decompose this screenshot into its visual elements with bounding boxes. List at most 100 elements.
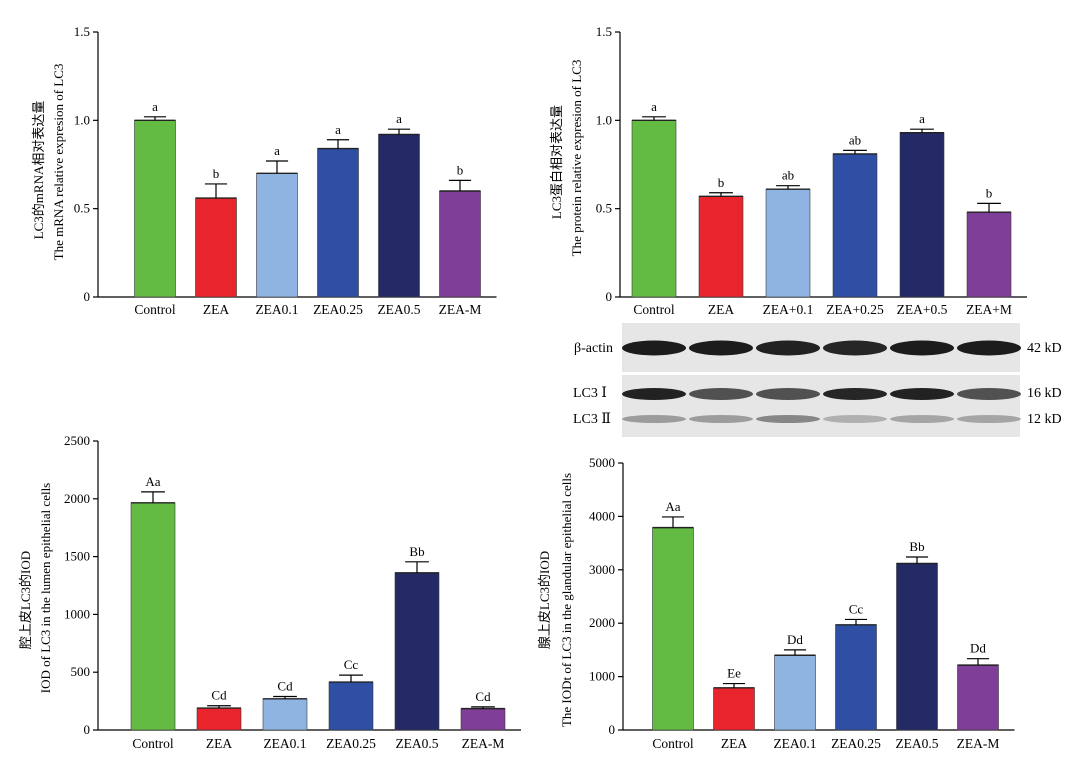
band-lc3-ii [890,415,954,423]
bar [713,687,755,731]
significance-label: Dd [970,641,986,656]
blot-label-actin: β-actin [574,341,613,356]
bar [134,120,176,298]
y-tick-label: 1.5 [596,24,612,39]
bar [652,527,694,731]
significance-label: b [213,166,220,181]
panel-mrna-ylabel-cn: LC3的mRNA相对表达量 [31,101,46,240]
panel-lumen-marks: Aa Control Cd ZEA Cd ZEA0.1 Cc ZEA0.25 Bb ZEA0.5 C… [130,474,506,751]
significance-label: ab [849,132,861,147]
x-category-label: ZEA-M [957,736,1000,751]
significance-label: Cd [211,688,227,703]
significance-label: a [335,122,341,137]
chart-panel-protein: 0 0.5 1.0 1.5 LC3蛋白相对表达量 The protein relati… [549,24,1027,317]
band-lc3-ii [957,415,1021,423]
significance-label: b [718,175,725,190]
significance-label: Cc [344,657,359,672]
bar [439,190,481,298]
significance-label: a [919,111,925,126]
y-tick-label: 4000 [589,508,615,523]
bar [196,707,242,731]
band-lc3-ii [823,415,887,423]
x-category-label: Control [134,302,176,317]
band-lc3-i [890,388,954,400]
y-tick-label: 0 [84,722,91,737]
band-lc3-i [957,388,1021,400]
x-category-label: ZEA+0.5 [897,302,948,317]
panel-glandular-axes: 0 1000 2000 3000 4000 5000 [589,455,1015,737]
x-category-label: Control [652,736,694,751]
x-category-label: ZEA0.5 [377,302,420,317]
y-tick-label: 3000 [589,562,615,577]
x-category-label: Control [633,302,675,317]
chart-panel-lumen-iod: 0 500 1000 1500 2000 2500 腔上皮LC3的IOD IOD of L… [18,433,521,751]
y-tick-label: 1000 [589,669,615,684]
significance-label: Cc [849,601,864,616]
x-category-label: ZEA0.25 [313,302,363,317]
significance-label: b [986,185,993,200]
band-actin [622,340,686,356]
x-category-label: ZEA0.25 [326,736,376,751]
y-tick-label: 0.5 [74,201,90,216]
band-lc3-i [823,388,887,400]
significance-label: ab [782,168,794,183]
x-category-label: ZEA+0.25 [826,302,884,317]
blot-kd-16: 16 kD [1027,386,1062,401]
blot-kd-12: 12 kD [1027,412,1062,427]
band-lc3-i [756,388,820,400]
band-actin [890,340,954,356]
bar [317,148,359,298]
x-category-label: ZEA-M [462,736,505,751]
bar [896,563,938,731]
significance-label: a [396,111,402,126]
x-category-label: ZEA [203,302,229,317]
blot-kd-42: 42 kD [1027,341,1062,356]
bar [835,624,877,731]
blot-bands [622,340,1021,423]
band-actin [957,340,1021,356]
bar [765,188,811,298]
significance-label: Aa [145,474,160,489]
bar [130,502,176,731]
significance-label: Dd [787,632,803,647]
x-category-label: ZEA0.5 [395,736,438,751]
x-category-label: ZEA0.1 [263,736,306,751]
significance-label: b [457,162,464,177]
y-tick-label: 2000 [64,491,90,506]
blot-label-lc3-i: LC3 Ⅰ [573,386,607,401]
significance-label: Cd [277,678,293,693]
bar [394,572,440,731]
y-tick-label: 0 [609,722,616,737]
x-category-label: ZEA0.1 [773,736,816,751]
band-actin [756,340,820,356]
x-category-label: ZEA [721,736,747,751]
panel-glandular-ylabel-en: The IODt of LC3 in the glandular epithel… [559,473,574,727]
panel-glandular-marks: Aa Control Ee ZEA Dd ZEA0.1 Cc ZEA0.25 Bb ZEA0.5 D… [652,499,999,751]
significance-label: Bb [409,544,424,559]
panel-glandular-ylabel-cn: 腺上皮LC3的IOD [537,551,552,649]
x-category-label: ZEA [206,736,232,751]
y-tick-label: 0 [84,289,91,304]
significance-label: Ee [727,666,741,681]
x-category-label: ZEA-M [439,302,482,317]
significance-label: Aa [665,499,680,514]
x-category-label: ZEA0.1 [255,302,298,317]
x-category-label: ZEA0.5 [895,736,938,751]
y-tick-label: 5000 [589,455,615,470]
bar [195,197,237,298]
x-category-label: ZEA0.25 [831,736,881,751]
band-lc3-ii [622,415,686,423]
significance-label: Bb [909,539,924,554]
significance-label: a [651,99,657,114]
blot-strip-lc3 [622,375,1020,437]
panel-protein-ylabel-cn: LC3蛋白相对表达量 [549,105,564,219]
bar [957,664,999,731]
x-category-label: ZEA+0.1 [763,302,814,317]
bar [631,120,677,298]
panel-mrna-marks: a Control b ZEA a ZEA0.1 a ZEA0.25 a ZEA0.5 b ZEA-M [134,99,481,317]
band-actin [689,340,753,356]
bar [774,654,816,731]
panel-protein-ylabel-en: The protein relative expresion of LC3 [569,60,584,257]
y-tick-label: 1500 [64,549,90,564]
